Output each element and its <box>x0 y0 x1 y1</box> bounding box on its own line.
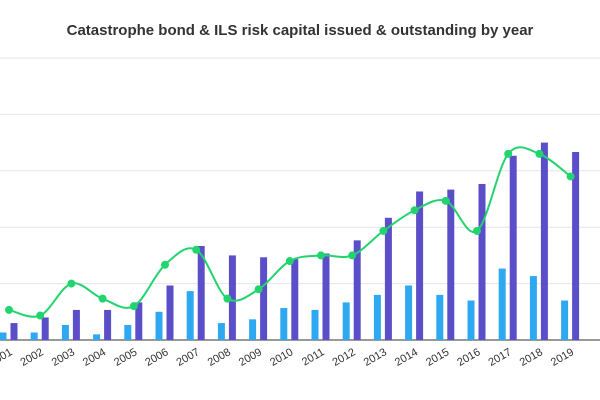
x-tick-label: 2014 <box>393 346 420 369</box>
bar-series-2 <box>384 217 392 340</box>
bar-series-1 <box>405 285 413 340</box>
line-point <box>129 302 138 311</box>
bar-series-1 <box>61 324 69 340</box>
bar-series-1 <box>186 291 194 340</box>
bar-series-1 <box>155 311 163 340</box>
x-tick-label: 2008 <box>206 346 233 369</box>
x-tick-label: 2005 <box>112 346 139 369</box>
bar-series-1 <box>373 294 381 340</box>
x-tick-label: 2001 <box>0 346 14 369</box>
x-tick-label: 2012 <box>330 346 357 369</box>
bar-series-1 <box>311 309 319 340</box>
x-tick-label: 2007 <box>174 346 201 369</box>
line-series <box>8 146 572 318</box>
line-point <box>348 251 357 260</box>
line-point <box>566 172 575 181</box>
line-point <box>504 149 513 158</box>
x-tick-label: 2019 <box>549 346 576 369</box>
line-point <box>473 226 481 235</box>
line-point <box>5 305 13 314</box>
x-tick-label: 2002 <box>18 346 45 369</box>
bar-series-2 <box>197 246 205 340</box>
bar-series-2 <box>540 142 548 340</box>
line-point <box>317 251 325 260</box>
line-point <box>254 285 263 294</box>
line-point <box>535 149 544 158</box>
line-point <box>36 311 45 320</box>
bar-series-2 <box>509 155 517 340</box>
bar-series-2 <box>72 309 80 340</box>
bar-series-2 <box>41 317 49 340</box>
bar-layer <box>0 142 580 340</box>
x-tick-label: 2009 <box>237 346 264 369</box>
bar-series-2 <box>228 255 236 340</box>
bar-series-1 <box>436 294 444 340</box>
line-point <box>379 226 388 235</box>
line-point <box>223 294 232 303</box>
point-layer <box>5 149 575 320</box>
bar-series-2 <box>478 183 486 340</box>
line-point <box>410 206 419 215</box>
line-point <box>285 257 294 266</box>
line-point <box>67 279 76 288</box>
bar-series-2 <box>572 152 580 340</box>
bar-series-1 <box>467 300 475 340</box>
bar-series-2 <box>135 302 143 340</box>
bar-series-1 <box>93 334 101 340</box>
bar-series-1 <box>30 332 38 340</box>
line-layer <box>8 146 572 318</box>
bar-series-1 <box>561 300 569 340</box>
bar-series-1 <box>498 268 506 340</box>
bar-series-1 <box>342 302 350 340</box>
x-tick-label: 2017 <box>486 346 513 369</box>
x-tick-label: 2016 <box>455 346 482 369</box>
bar-series-1 <box>217 323 225 340</box>
x-tick-label: 2006 <box>143 346 170 369</box>
line-point <box>98 294 107 303</box>
line-point <box>161 260 169 269</box>
x-tick-label: 2010 <box>268 346 295 369</box>
line-point <box>441 196 450 205</box>
x-axis-ticks: 2001 2002 2003 2004 2005 2006 2007 2008 2009 2010… <box>0 346 576 369</box>
x-tick-label: 2015 <box>424 346 451 369</box>
bar-series-2 <box>166 285 174 340</box>
bar-series-1 <box>124 324 132 340</box>
bar-series-2 <box>353 240 361 340</box>
bar-series-1 <box>0 332 7 340</box>
x-tick-label: 2004 <box>81 346 108 369</box>
chart-title: Catastrophe bond & ILS risk capital issu… <box>66 22 534 39</box>
x-tick-label: 2003 <box>50 346 77 369</box>
bar-series-1 <box>249 319 257 340</box>
bar-series-2 <box>104 309 112 340</box>
bar-series-2 <box>10 323 18 340</box>
bar-series-1 <box>280 308 288 340</box>
bar-series-2 <box>447 189 455 340</box>
x-tick-label: 2018 <box>518 346 545 369</box>
line-point <box>192 245 201 254</box>
x-tick-label: 2011 <box>300 346 326 368</box>
bar-series-2 <box>291 259 299 340</box>
bar-series-2 <box>260 257 268 340</box>
bar-series-2 <box>416 191 424 340</box>
bar-series-2 <box>322 253 330 340</box>
bar-series-1 <box>529 276 537 340</box>
x-tick-label: 2013 <box>362 346 389 369</box>
